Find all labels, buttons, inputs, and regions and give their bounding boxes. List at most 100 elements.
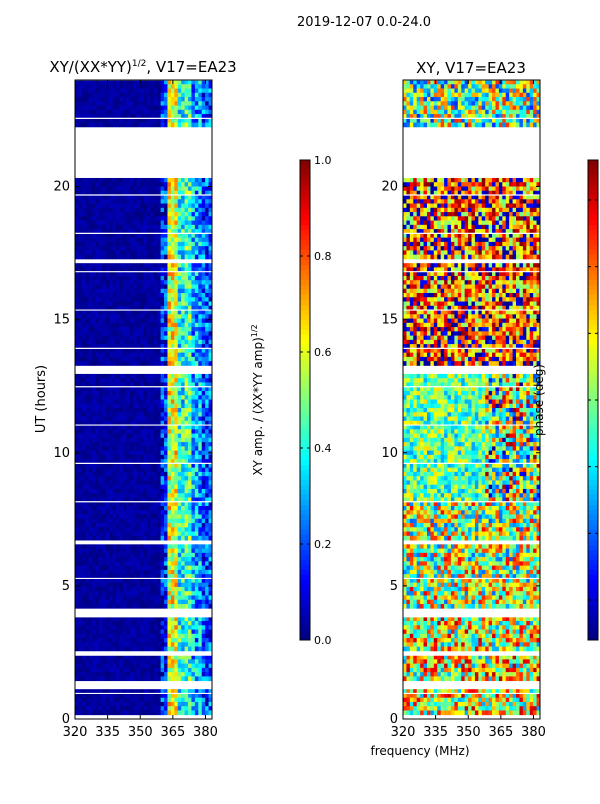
heatmap-cell: [202, 221, 206, 226]
heatmap-cell: [78, 118, 82, 123]
heatmap-cell: [75, 280, 79, 285]
heatmap-cell: [120, 280, 124, 285]
heatmap-cell: [92, 289, 96, 294]
heatmap-cell: [96, 472, 100, 477]
heatmap-cell: [205, 502, 209, 507]
heatmap-cell: [82, 378, 86, 383]
heatmap-cell: [195, 438, 199, 443]
heatmap-cell: [198, 604, 202, 609]
heatmap-cell: [154, 199, 158, 204]
heatmap-cell: [191, 293, 195, 298]
heatmap-cell: [147, 693, 151, 698]
heatmap-cell: [102, 110, 106, 115]
heatmap-cell: [106, 578, 110, 583]
heatmap-cell: [109, 272, 113, 277]
heatmap-cell: [113, 263, 117, 268]
heatmap-cell: [157, 604, 161, 609]
heatmap-cell: [144, 595, 148, 600]
heatmap-cell: [126, 289, 130, 294]
heatmap-cell: [185, 451, 189, 456]
heatmap-cell: [164, 668, 168, 673]
heatmap-cell: [99, 357, 103, 362]
heatmap-cell: [157, 297, 161, 302]
heatmap-cell: [171, 276, 175, 281]
heatmap-cell: [106, 617, 110, 622]
heatmap-cell: [167, 468, 171, 473]
heatmap-cell: [130, 536, 134, 541]
heatmap-cell: [178, 263, 182, 268]
heatmap-cell: [116, 625, 120, 630]
heatmap-cell: [167, 284, 171, 289]
heatmap-cell: [205, 553, 209, 558]
heatmap-cell: [92, 595, 96, 600]
heatmap-cell: [154, 123, 158, 128]
heatmap-cell: [188, 314, 192, 319]
heatmap-cell: [109, 659, 113, 664]
heatmap-cell: [78, 434, 82, 439]
heatmap-cell: [140, 212, 144, 217]
heatmap-cell: [123, 621, 127, 626]
heatmap-cell: [102, 557, 106, 562]
heatmap-cell: [140, 348, 144, 353]
heatmap-cell: [154, 532, 158, 537]
heatmap-cell: [75, 676, 79, 681]
heatmap-cell: [205, 642, 209, 647]
heatmap-cell: [150, 297, 154, 302]
heatmap-cell: [157, 502, 161, 507]
heatmap-cell: [157, 480, 161, 485]
heatmap-cell: [113, 123, 117, 128]
heatmap-cell: [171, 595, 175, 600]
heatmap-cell: [181, 204, 185, 209]
heatmap-cell: [167, 425, 171, 430]
heatmap-cell: [109, 502, 113, 507]
heatmap-cell: [167, 408, 171, 413]
heatmap-cell: [157, 340, 161, 345]
heatmap-cell: [191, 434, 195, 439]
heatmap-cell: [174, 276, 178, 281]
heatmap-cell: [102, 404, 106, 409]
heatmap-cell: [99, 293, 103, 298]
heatmap-cell: [167, 391, 171, 396]
heatmap-cell: [167, 668, 171, 673]
heatmap-cell: [140, 536, 144, 541]
heatmap-cell: [106, 225, 110, 230]
heatmap-cell: [202, 361, 206, 366]
heatmap-cell: [185, 561, 189, 566]
heatmap-cell: [188, 506, 192, 511]
heatmap-cell: [188, 331, 192, 336]
heatmap-cell: [78, 101, 82, 106]
heatmap-cell: [202, 353, 206, 358]
heatmap-cell: [99, 442, 103, 447]
heatmap-cell: [157, 472, 161, 477]
heatmap-cell: [202, 485, 206, 490]
heatmap-cell: [195, 472, 199, 477]
heatmap-cell: [82, 187, 86, 192]
heatmap-cell: [181, 583, 185, 588]
heatmap-cell: [102, 672, 106, 677]
heatmap-cell: [78, 250, 82, 255]
heatmap-cell: [144, 617, 148, 622]
heatmap-cell: [202, 489, 206, 494]
heatmap-cell: [113, 429, 117, 434]
heatmap-cell: [150, 472, 154, 477]
heatmap-cell: [99, 272, 103, 277]
heatmap-cell: [130, 182, 134, 187]
heatmap-cell: [102, 515, 106, 520]
heatmap-cell: [150, 544, 154, 549]
heatmap-cell: [171, 280, 175, 285]
heatmap-cell: [123, 221, 127, 226]
heatmap-cell: [188, 485, 192, 490]
heatmap-cell: [92, 110, 96, 115]
heatmap-cell: [123, 647, 127, 652]
heatmap-cell: [113, 655, 117, 660]
heatmap-cell: [78, 336, 82, 341]
heatmap-cell: [188, 340, 192, 345]
heatmap-cell: [150, 647, 154, 652]
heatmap-cell: [85, 604, 89, 609]
heatmap-cell: [96, 429, 100, 434]
heatmap-cell: [195, 404, 199, 409]
heatmap-cell: [113, 647, 117, 652]
heatmap-cell: [181, 587, 185, 592]
heatmap-cell: [126, 455, 130, 460]
heatmap-cell: [147, 84, 151, 89]
